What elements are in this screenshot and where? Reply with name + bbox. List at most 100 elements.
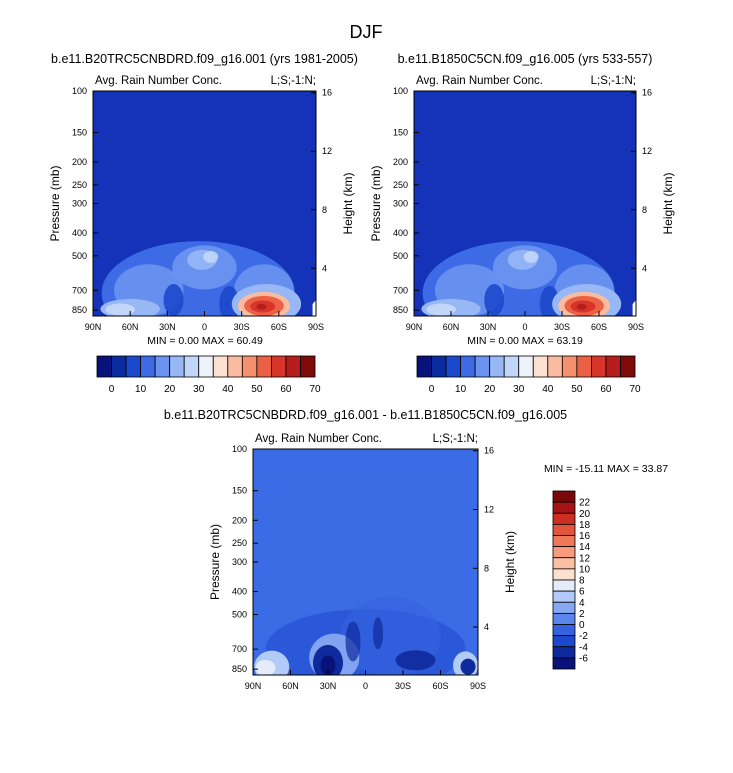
x-tick-label: 0 bbox=[363, 681, 368, 691]
right-axis-label: Height (km) bbox=[661, 172, 675, 234]
colorbar: 0 10 20 30 40 50 60 70 bbox=[96, 355, 321, 395]
colorbar-label: 10 bbox=[135, 384, 147, 395]
chart-subtitle-right: L;S;-1:N; bbox=[271, 75, 316, 87]
height-tick-label: 4 bbox=[642, 263, 647, 273]
x-tick-label: 90N bbox=[245, 681, 262, 691]
x-tick-label: 90S bbox=[470, 681, 486, 691]
x-tick-label: 30S bbox=[234, 322, 250, 332]
y-axis-label: Pressure (mb) bbox=[48, 165, 62, 241]
x-tick-label: 90N bbox=[406, 322, 423, 332]
page-title: DJF bbox=[350, 22, 383, 42]
colorbar-label: 30 bbox=[193, 384, 205, 395]
colorbar-label: 20 bbox=[484, 384, 496, 395]
colorbar-swatch bbox=[552, 590, 576, 603]
colorbar-swatch bbox=[212, 355, 229, 378]
colorbar-swatch bbox=[256, 355, 272, 378]
y-tick-label: 250 bbox=[232, 538, 247, 548]
height-tick-label: 12 bbox=[642, 146, 652, 156]
colorbar-label: 40 bbox=[542, 384, 554, 395]
colorbar-swatch bbox=[591, 355, 607, 378]
colorbar-swatch bbox=[111, 355, 127, 378]
field-contour bbox=[320, 655, 336, 675]
colorbar-swatch bbox=[518, 355, 534, 378]
colorbar-swatch bbox=[620, 355, 636, 378]
colorbar-label: 10 bbox=[579, 564, 591, 575]
colorbar-swatch bbox=[576, 355, 592, 378]
field-contour bbox=[484, 284, 505, 316]
y-tick-label: 850 bbox=[232, 664, 247, 674]
x-tick-label: 60S bbox=[271, 322, 287, 332]
colorbar-label: 50 bbox=[251, 384, 263, 395]
colorbar-label: -4 bbox=[579, 642, 588, 653]
field-contour bbox=[395, 650, 436, 671]
min-max-stats: MIN = -15.11 MAX = 33.87 bbox=[544, 463, 668, 475]
colorbar-swatch bbox=[300, 355, 316, 378]
y-axis-label: Pressure (mb) bbox=[369, 165, 383, 241]
colorbar-swatch bbox=[532, 355, 549, 378]
colorbar-label: 20 bbox=[164, 384, 176, 395]
colorbar-label: 22 bbox=[579, 498, 591, 509]
y-tick-label: 300 bbox=[393, 199, 408, 209]
colorbar-label: 0 bbox=[109, 384, 115, 395]
colorbar-label: 0 bbox=[579, 620, 585, 631]
chart-panel-2: b.e11.B1850C5CN.f09_g16.005 (yrs 533-557… bbox=[369, 52, 675, 347]
y-axis-label: Pressure (mb) bbox=[208, 524, 222, 600]
chart-subtitle-left: Avg. Rain Number Conc. bbox=[255, 433, 382, 445]
x-tick-label: 90N bbox=[85, 322, 102, 332]
height-tick-label: 4 bbox=[484, 622, 489, 632]
colorbar-swatch bbox=[416, 355, 432, 378]
y-tick-label: 500 bbox=[72, 251, 87, 261]
colorbar-swatch bbox=[241, 355, 258, 378]
colorbar-swatch bbox=[474, 355, 491, 378]
colorbar-label: 60 bbox=[600, 384, 612, 395]
colorbar-swatch bbox=[605, 355, 621, 378]
colorbar-swatch bbox=[552, 579, 576, 592]
height-tick-label: 12 bbox=[322, 146, 332, 156]
terrain-mask bbox=[312, 300, 316, 316]
colorbar-swatch bbox=[552, 557, 576, 570]
colorbar-swatch bbox=[552, 657, 576, 670]
colorbar-label: 18 bbox=[579, 520, 591, 531]
field-contour bbox=[426, 303, 456, 316]
chart-panel-1: b.e11.B20TRC5CNBDRD.f09_g16.001 (yrs 198… bbox=[48, 52, 358, 347]
colorbar-swatch bbox=[552, 512, 576, 525]
y-tick-label: 400 bbox=[232, 587, 247, 597]
colorbar-label: 12 bbox=[579, 553, 591, 564]
colorbar-label: -2 bbox=[579, 631, 588, 642]
colorbar-label: 8 bbox=[579, 576, 585, 587]
colorbar-swatch bbox=[552, 601, 576, 614]
colorbar-label: 16 bbox=[579, 531, 591, 542]
height-tick-label: 4 bbox=[322, 263, 327, 273]
colorbar-swatch bbox=[431, 355, 447, 378]
colorbar-label: 30 bbox=[513, 384, 525, 395]
height-tick-label: 8 bbox=[484, 563, 489, 573]
y-tick-label: 400 bbox=[72, 228, 87, 238]
field-contour bbox=[255, 659, 276, 675]
x-tick-label: 30N bbox=[320, 681, 337, 691]
x-tick-label: 60N bbox=[443, 322, 460, 332]
colorbar: 0 10 20 30 40 50 60 70 bbox=[416, 355, 641, 395]
y-tick-label: 150 bbox=[232, 486, 247, 496]
chart-title: b.e11.B20TRC5CNBDRD.f09_g16.001 (yrs 198… bbox=[51, 52, 358, 66]
colorbar-swatch bbox=[227, 355, 243, 378]
y-tick-label: 300 bbox=[72, 199, 87, 209]
height-tick-label: 16 bbox=[642, 88, 652, 98]
y-tick-label: 100 bbox=[393, 86, 408, 96]
right-axis-label: Height (km) bbox=[341, 172, 355, 234]
x-tick-label: 30N bbox=[159, 322, 176, 332]
y-tick-label: 700 bbox=[72, 285, 87, 295]
colorbar-swatch bbox=[552, 646, 576, 659]
colorbar-swatch bbox=[183, 355, 200, 378]
x-tick-label: 60N bbox=[122, 322, 139, 332]
x-tick-label: 30S bbox=[395, 681, 411, 691]
right-axis-label: Height (km) bbox=[503, 531, 517, 593]
chart-subtitle-left: Avg. Rain Number Conc. bbox=[416, 75, 543, 87]
x-tick-label: 0 bbox=[522, 322, 527, 332]
colorbar-label: 70 bbox=[309, 384, 321, 395]
x-tick-label: 0 bbox=[202, 322, 207, 332]
colorbar-swatch bbox=[552, 501, 576, 514]
plot-field bbox=[414, 91, 636, 316]
colorbar-label: 14 bbox=[579, 542, 591, 553]
field-contour bbox=[576, 303, 587, 310]
